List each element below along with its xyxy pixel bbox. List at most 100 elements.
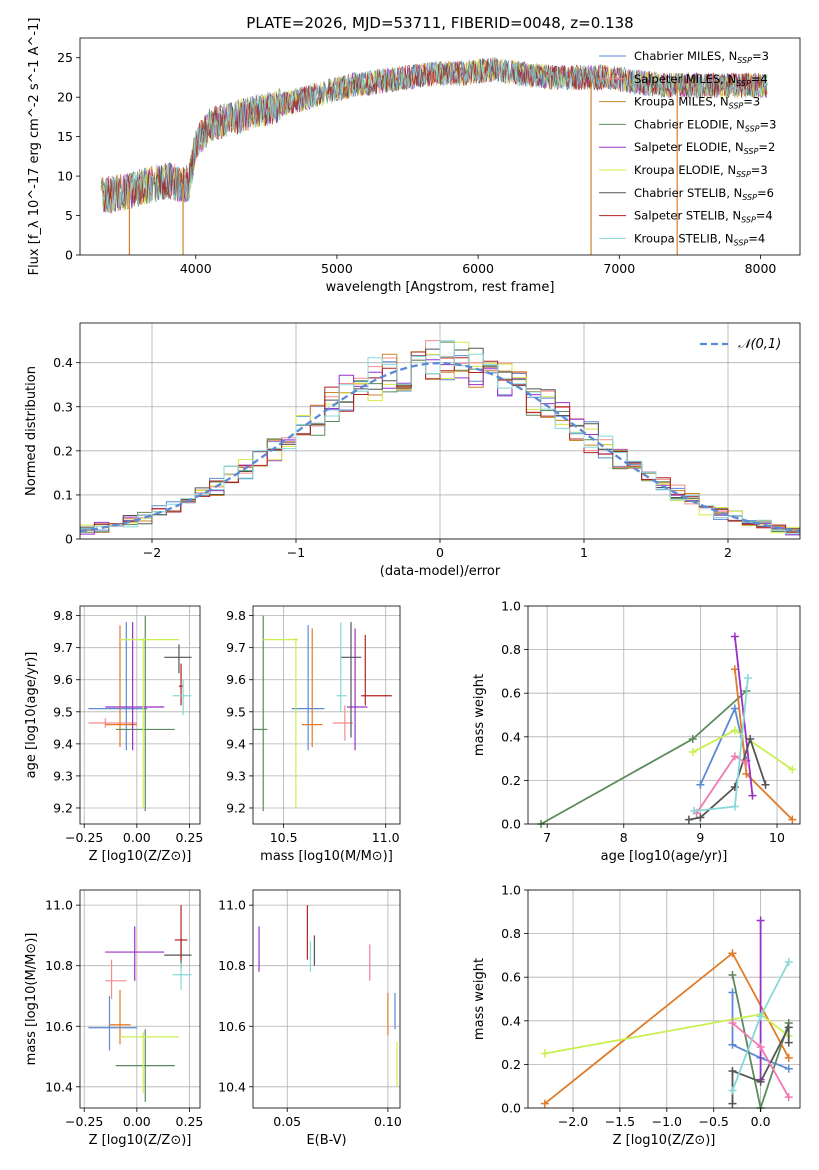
x-tick-label: 7: [543, 830, 551, 845]
panel-weight-vs-z: −2.0 −1.5 −1.0 −0.5 0.0 0.0 0.2 0.4 0.6 0.8 1.0 Z […: [472, 883, 801, 1148]
y-tick-label: 0.8: [501, 642, 521, 657]
legend-entry: Salpeter ELODIE, NSSP=2: [634, 140, 775, 156]
x-axis-label: Z [log10(Z/Z⊙)]: [89, 1133, 192, 1148]
x-axis-label: mass [log10(M/M⊙)]: [260, 849, 393, 864]
y-tick-label: 0.1: [53, 487, 73, 502]
x-tick-label: 4000: [180, 261, 212, 276]
x-tick-label: −0.25: [65, 1114, 103, 1129]
grid: [253, 606, 400, 824]
y-tick-label: 15: [57, 129, 73, 144]
weight-point-marker: [730, 704, 739, 713]
weight-point-marker: [788, 815, 797, 824]
y-tick-label: 9.2: [226, 800, 246, 815]
y-tick-label: 0.8: [501, 926, 521, 941]
y-tick-label: 25: [57, 50, 73, 65]
y-axis-label: mass [log10(M/M⊙)]: [24, 933, 39, 1066]
weight-point-marker: [746, 734, 755, 743]
y-tick-label: 10.8: [218, 958, 246, 973]
data-points: [88, 905, 192, 1102]
axes-frame: [527, 605, 801, 825]
y-tick-label: 0.2: [501, 773, 521, 788]
weight-point-marker: [728, 1040, 737, 1049]
grid: [528, 605, 800, 825]
y-tick-label: 9.4: [53, 736, 73, 751]
axes-frame: [79, 37, 801, 256]
axes-frame: [252, 889, 401, 1109]
y-axis-label: mass weight: [472, 958, 487, 1040]
weight-point-marker: [784, 1038, 793, 1047]
y-tick-label: 10.6: [45, 1019, 73, 1034]
legend-entry: Chabrier MILES, NSSP=3: [634, 49, 769, 65]
panel-mass-vs-ebv: 0.05 0.10 10.4 10.6 10.8 11.0 E(B-V): [218, 889, 402, 1148]
y-tick-label: 11.0: [45, 898, 73, 913]
x-tick-label: 7000: [603, 261, 635, 276]
y-tick-label: 9.5: [53, 704, 73, 719]
y-tick-label: 9.6: [53, 672, 73, 687]
axes-frame: [527, 889, 801, 1109]
spectrum-series-line: [100, 58, 768, 214]
weight-point-marker: [730, 802, 739, 811]
data-points: [258, 905, 398, 1087]
y-tick-label: 0.2: [501, 1057, 521, 1072]
weight-point-marker: [688, 748, 697, 757]
y-tick-label: 0.4: [53, 355, 73, 370]
x-tick-label: 0.00: [123, 830, 151, 845]
legend-entry: Kroupa STELIB, NSSP=4: [634, 231, 765, 247]
weight-point-marker: [728, 1099, 737, 1108]
weight-point-marker: [696, 780, 705, 789]
y-axis-label: Normed distribution: [24, 366, 39, 496]
weight-point-marker: [756, 1042, 765, 1051]
x-tick-label: 0.05: [273, 1114, 301, 1129]
weight-point-marker: [784, 1023, 793, 1032]
x-axis-label: age [log10(age/yr)]: [601, 849, 728, 864]
weight-point-marker: [784, 957, 793, 966]
y-tick-label: 11.0: [218, 898, 246, 913]
grid: [80, 890, 200, 1108]
y-tick-label: 0.3: [53, 399, 73, 414]
legend-entry: Salpeter MILES, NSSP=4: [634, 72, 768, 88]
x-tick-label: −2.0: [558, 1114, 588, 1129]
plot-area: [88, 905, 192, 1102]
axes-frame: [79, 605, 201, 825]
panel-mass-vs-z: −0.25 0.00 0.25 10.4 10.6 10.8 11.0 Z [log10(Z/…: [24, 889, 203, 1148]
y-tick-label: 9.7: [53, 640, 73, 655]
legend-entry: Kroupa MILES, NSSP=3: [634, 95, 760, 111]
y-tick-label: 10.4: [218, 1079, 246, 1094]
weight-point-marker: [730, 726, 739, 735]
x-tick-label: 10: [769, 830, 785, 845]
y-axis-label: mass weight: [472, 674, 487, 756]
weight-point-marker: [788, 765, 797, 774]
legend-entry: Kroupa ELODIE, NSSP=3: [634, 163, 768, 179]
x-tick-label: 0.00: [123, 1114, 151, 1129]
y-tick-label: 1.0: [501, 883, 521, 898]
normal-curve: [80, 361, 800, 533]
grid: [253, 890, 400, 1108]
grid: [80, 606, 200, 824]
legend-entry: Chabrier STELIB, NSSP=6: [634, 186, 774, 202]
panel-residuals: 𝒩(0,1) −2 −1 0 1 2 0 0.1 0.2 0.3 0.4 (data-model)/e…: [24, 322, 801, 579]
x-tick-label: −2: [143, 545, 161, 560]
weight-point-marker: [730, 752, 739, 761]
y-tick-label: 0: [65, 248, 73, 263]
x-axis-label: Z [log10(Z/Z⊙)]: [613, 1133, 716, 1148]
weight-point-marker: [784, 1093, 793, 1102]
spectrum-series-line: [101, 56, 768, 214]
panel-spectrum: Chabrier MILES, NSSP=3 Salpeter MILES, NS…: [27, 18, 801, 295]
data-points: [88, 615, 192, 812]
x-tick-label: 0.25: [176, 830, 204, 845]
weight-point-marker: [742, 758, 751, 767]
y-tick-label: 20: [57, 90, 73, 105]
y-axis-label: age [log10(age/yr)]: [24, 652, 39, 779]
plot-area: [100, 56, 768, 255]
histogram-series: [80, 340, 800, 535]
x-tick-label: 8000: [745, 261, 777, 276]
weight-point-marker: [761, 780, 770, 789]
y-tick-label: 0.6: [501, 686, 521, 701]
x-tick-label: −0.5: [699, 1114, 729, 1129]
x-axis-label: wavelength [Angstrom, rest frame]: [326, 280, 555, 295]
weight-point-marker: [728, 949, 737, 958]
weight-point-marker: [742, 769, 751, 778]
panel-age-vs-mass: 10.5 11.0 9.2 9.3 9.4 9.5 9.6 9.7 9.8 mass [log10…: [226, 605, 401, 864]
y-tick-label: 9.3: [226, 768, 246, 783]
